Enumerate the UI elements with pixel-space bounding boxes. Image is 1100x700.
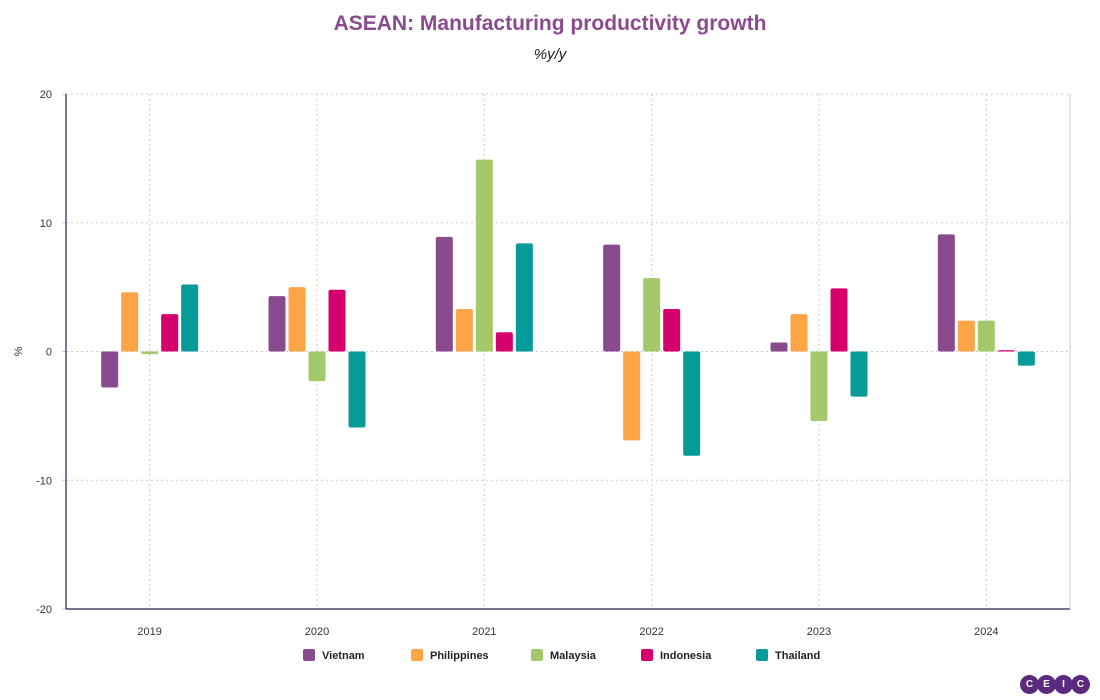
- bar-vietnam: [937, 234, 955, 352]
- legend-label-indonesia: Indonesia: [660, 650, 712, 662]
- y-tick-label: -20: [36, 604, 52, 616]
- legend-swatch-malaysia: [531, 649, 543, 661]
- y-tick-label: 20: [40, 89, 52, 101]
- bar-philippines: [623, 351, 641, 441]
- bar-philippines: [790, 314, 808, 352]
- bar-malaysia: [643, 278, 661, 352]
- logo-letter: C: [1020, 675, 1039, 694]
- logo-letter: I: [1054, 675, 1073, 694]
- bar-vietnam: [435, 236, 453, 352]
- legend-label-thailand: Thailand: [775, 650, 820, 662]
- bar-malaysia: [977, 320, 995, 352]
- bar-thailand: [515, 243, 533, 352]
- chart-title: ASEAN: Manufacturing productivity growth: [333, 12, 767, 35]
- bar-malaysia: [141, 351, 159, 355]
- bar-thailand: [1017, 351, 1035, 366]
- x-tick-label: 2019: [137, 626, 161, 638]
- bar-indonesia: [328, 289, 346, 352]
- bar-indonesia: [161, 314, 179, 352]
- bar-malaysia: [810, 351, 828, 422]
- legend-swatch-vietnam: [303, 649, 315, 661]
- bar-philippines: [957, 320, 975, 352]
- bar-vietnam: [268, 296, 286, 352]
- bar-philippines: [455, 309, 473, 352]
- bar-philippines: [288, 287, 306, 352]
- legend-label-philippines: Philippines: [430, 650, 489, 662]
- bar-thailand: [181, 284, 199, 352]
- x-tick-label: 2023: [807, 626, 831, 638]
- logo-letter: E: [1037, 675, 1056, 694]
- bar-thailand: [348, 351, 366, 428]
- bar-thailand: [850, 351, 868, 397]
- bar-vietnam: [101, 351, 119, 388]
- y-axis-label: %: [13, 346, 25, 356]
- legend-swatch-thailand: [756, 649, 768, 661]
- legend-label-malaysia: Malaysia: [550, 650, 597, 662]
- bar-indonesia: [663, 309, 681, 352]
- x-tick-label: 2020: [305, 626, 329, 638]
- legend-swatch-philippines: [411, 649, 423, 661]
- bar-indonesia: [830, 288, 848, 352]
- chart-subtitle: %y/y: [533, 46, 567, 63]
- bar-indonesia: [495, 332, 513, 352]
- legend-swatch-indonesia: [641, 649, 653, 661]
- y-tick-label: -10: [36, 475, 52, 487]
- bar-malaysia: [308, 351, 326, 382]
- bar-philippines: [121, 292, 139, 352]
- bar-vietnam: [603, 244, 621, 352]
- bar-thailand: [683, 351, 701, 456]
- legend-label-vietnam: Vietnam: [322, 650, 365, 662]
- ceic-logo: C E I C: [1020, 675, 1090, 694]
- y-tick-label: 0: [46, 347, 52, 359]
- bar-vietnam: [770, 342, 788, 352]
- bar-indonesia: [997, 350, 1015, 352]
- bar-malaysia: [475, 159, 493, 352]
- logo-letter: C: [1071, 675, 1090, 694]
- x-tick-label: 2022: [639, 626, 663, 638]
- x-tick-label: 2021: [472, 626, 496, 638]
- x-tick-label: 2024: [974, 626, 998, 638]
- y-tick-label: 10: [40, 218, 52, 230]
